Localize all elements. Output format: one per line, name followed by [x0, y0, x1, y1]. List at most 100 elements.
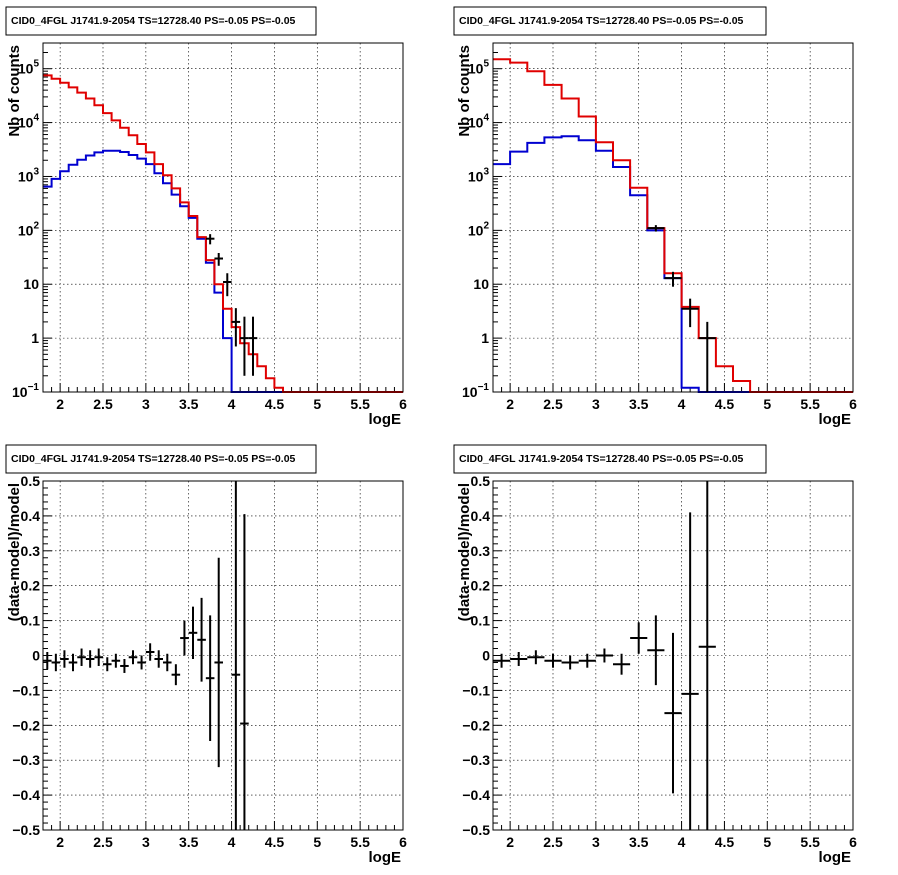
- chart-title: CID0_4FGL J1741.9-2054 TS=12728.40 PS=-0…: [11, 453, 296, 465]
- y-tick-label: 105: [18, 59, 40, 77]
- x-tick-label: 2.5: [93, 834, 113, 850]
- x-tick-label: 3: [592, 396, 600, 412]
- residual-point: [205, 615, 215, 742]
- x-tick-label: 6: [399, 396, 407, 412]
- y-tick-label: −0.2: [12, 717, 40, 733]
- y-axis-label: (data-model)/model: [456, 483, 473, 621]
- data-point: [240, 316, 249, 376]
- x-tick-label: 5: [313, 834, 321, 850]
- chart-panel-4: CID0_4FGL J1741.9-2054 TS=12728.40 PS=-0…: [453, 444, 857, 866]
- x-tick-label: 2: [506, 834, 514, 850]
- chart-title: CID0_4FGL J1741.9-2054 TS=12728.40 PS=-0…: [459, 453, 744, 465]
- x-tick-label: 6: [849, 396, 857, 412]
- y-tick-label: 102: [18, 220, 40, 238]
- y-tick-label: 0.1: [471, 613, 491, 629]
- data-point: [647, 225, 665, 232]
- data-point: [223, 273, 232, 297]
- x-tick-label: 4: [678, 396, 686, 412]
- data-point: [664, 271, 682, 287]
- model-total-histogram: [493, 58, 853, 393]
- plot-frame: [492, 480, 854, 831]
- x-tick-label: 5.5: [800, 396, 820, 412]
- residual-point: [493, 653, 511, 668]
- y-tick-label: 10−1: [12, 382, 39, 400]
- y-tick-label: 1: [31, 330, 39, 346]
- y-tick-label: −0.5: [12, 822, 40, 838]
- residual-point: [163, 653, 172, 672]
- x-tick-label: 2.5: [93, 396, 113, 412]
- residual-point: [647, 615, 665, 686]
- residual-point: [145, 643, 155, 661]
- residual-point: [60, 650, 69, 668]
- x-tick-label: 5.5: [350, 396, 370, 412]
- y-tick-label: −0.5: [462, 822, 490, 838]
- y-tick-label: 0.5: [471, 473, 491, 489]
- x-tick-label: 2.5: [543, 396, 563, 412]
- residual-point: [85, 650, 95, 668]
- residual-point: [51, 653, 61, 672]
- x-tick-label: 2: [506, 396, 514, 412]
- chart-title: CID0_4FGL J1741.9-2054 TS=12728.40 PS=-0…: [459, 15, 744, 27]
- chart-panel-2: CID0_4FGL J1741.9-2054 TS=12728.40 PS=-0…: [453, 6, 857, 428]
- x-tick-label: 4.5: [715, 396, 735, 412]
- residual-point: [214, 557, 223, 768]
- y-tick-label: 0.1: [21, 613, 41, 629]
- y-tick-label: 1: [481, 330, 489, 346]
- x-tick-label: 5: [763, 834, 771, 850]
- residual-point: [94, 648, 103, 666]
- residual-point: [510, 652, 528, 666]
- residual-point: [578, 653, 596, 668]
- chart-title-box: [453, 444, 767, 474]
- y-tick-label: 0.2: [21, 578, 41, 594]
- residual-point: [103, 657, 112, 672]
- residual-point: [544, 653, 562, 668]
- residual-point: [613, 653, 631, 675]
- residual-point: [77, 648, 86, 666]
- chart-panel-3: CID0_4FGL J1741.9-2054 TS=12728.40 PS=-0…: [5, 444, 407, 866]
- x-tick-label: 3.5: [179, 396, 199, 412]
- chart-title-box: [453, 6, 767, 36]
- x-axis-label: logE: [819, 849, 852, 866]
- residual-point: [171, 664, 181, 686]
- x-tick-label: 2.5: [543, 834, 563, 850]
- residual-point: [120, 658, 129, 673]
- y-tick-label: 102: [468, 220, 490, 238]
- y-tick-label: 0: [482, 648, 490, 664]
- x-axis-label: logE: [819, 411, 852, 428]
- x-axis-label: logE: [369, 849, 402, 866]
- y-tick-label: 10−1: [462, 382, 489, 400]
- x-tick-label: 4.5: [715, 834, 735, 850]
- chart-title: CID0_4FGL J1741.9-2054 TS=12728.40 PS=-0…: [11, 15, 296, 27]
- y-axis-label: Nb of counts: [6, 45, 23, 137]
- plot-frame: [42, 480, 404, 831]
- data-point: [248, 316, 258, 376]
- x-tick-label: 5: [763, 396, 771, 412]
- x-tick-label: 3: [592, 834, 600, 850]
- residual-point: [197, 597, 206, 682]
- x-tick-label: 2: [56, 396, 64, 412]
- y-tick-label: −0.4: [12, 787, 40, 803]
- x-axis-label: logE: [369, 411, 402, 428]
- data-point: [231, 308, 241, 347]
- y-tick-label: 0.4: [471, 508, 491, 524]
- residual-point: [188, 606, 198, 659]
- data-point: [681, 298, 699, 328]
- residual-point: [561, 655, 579, 670]
- x-tick-label: 3: [142, 396, 150, 412]
- residual-point: [43, 652, 52, 670]
- y-tick-label: −0.3: [12, 752, 40, 768]
- model-source-histogram: [493, 135, 853, 393]
- x-tick-label: 4.5: [265, 834, 285, 850]
- residual-point: [231, 481, 241, 830]
- data-point: [205, 234, 215, 245]
- y-tick-label: 103: [468, 166, 490, 184]
- x-tick-label: 3.5: [629, 396, 649, 412]
- residual-point: [137, 655, 146, 670]
- x-tick-label: 6: [849, 834, 857, 850]
- chart-panel-1: CID0_4FGL J1741.9-2054 TS=12728.40 PS=-0…: [5, 6, 407, 428]
- residual-point: [128, 650, 138, 665]
- residual-point: [180, 620, 189, 656]
- x-tick-label: 4: [228, 834, 236, 850]
- data-point: [698, 321, 716, 392]
